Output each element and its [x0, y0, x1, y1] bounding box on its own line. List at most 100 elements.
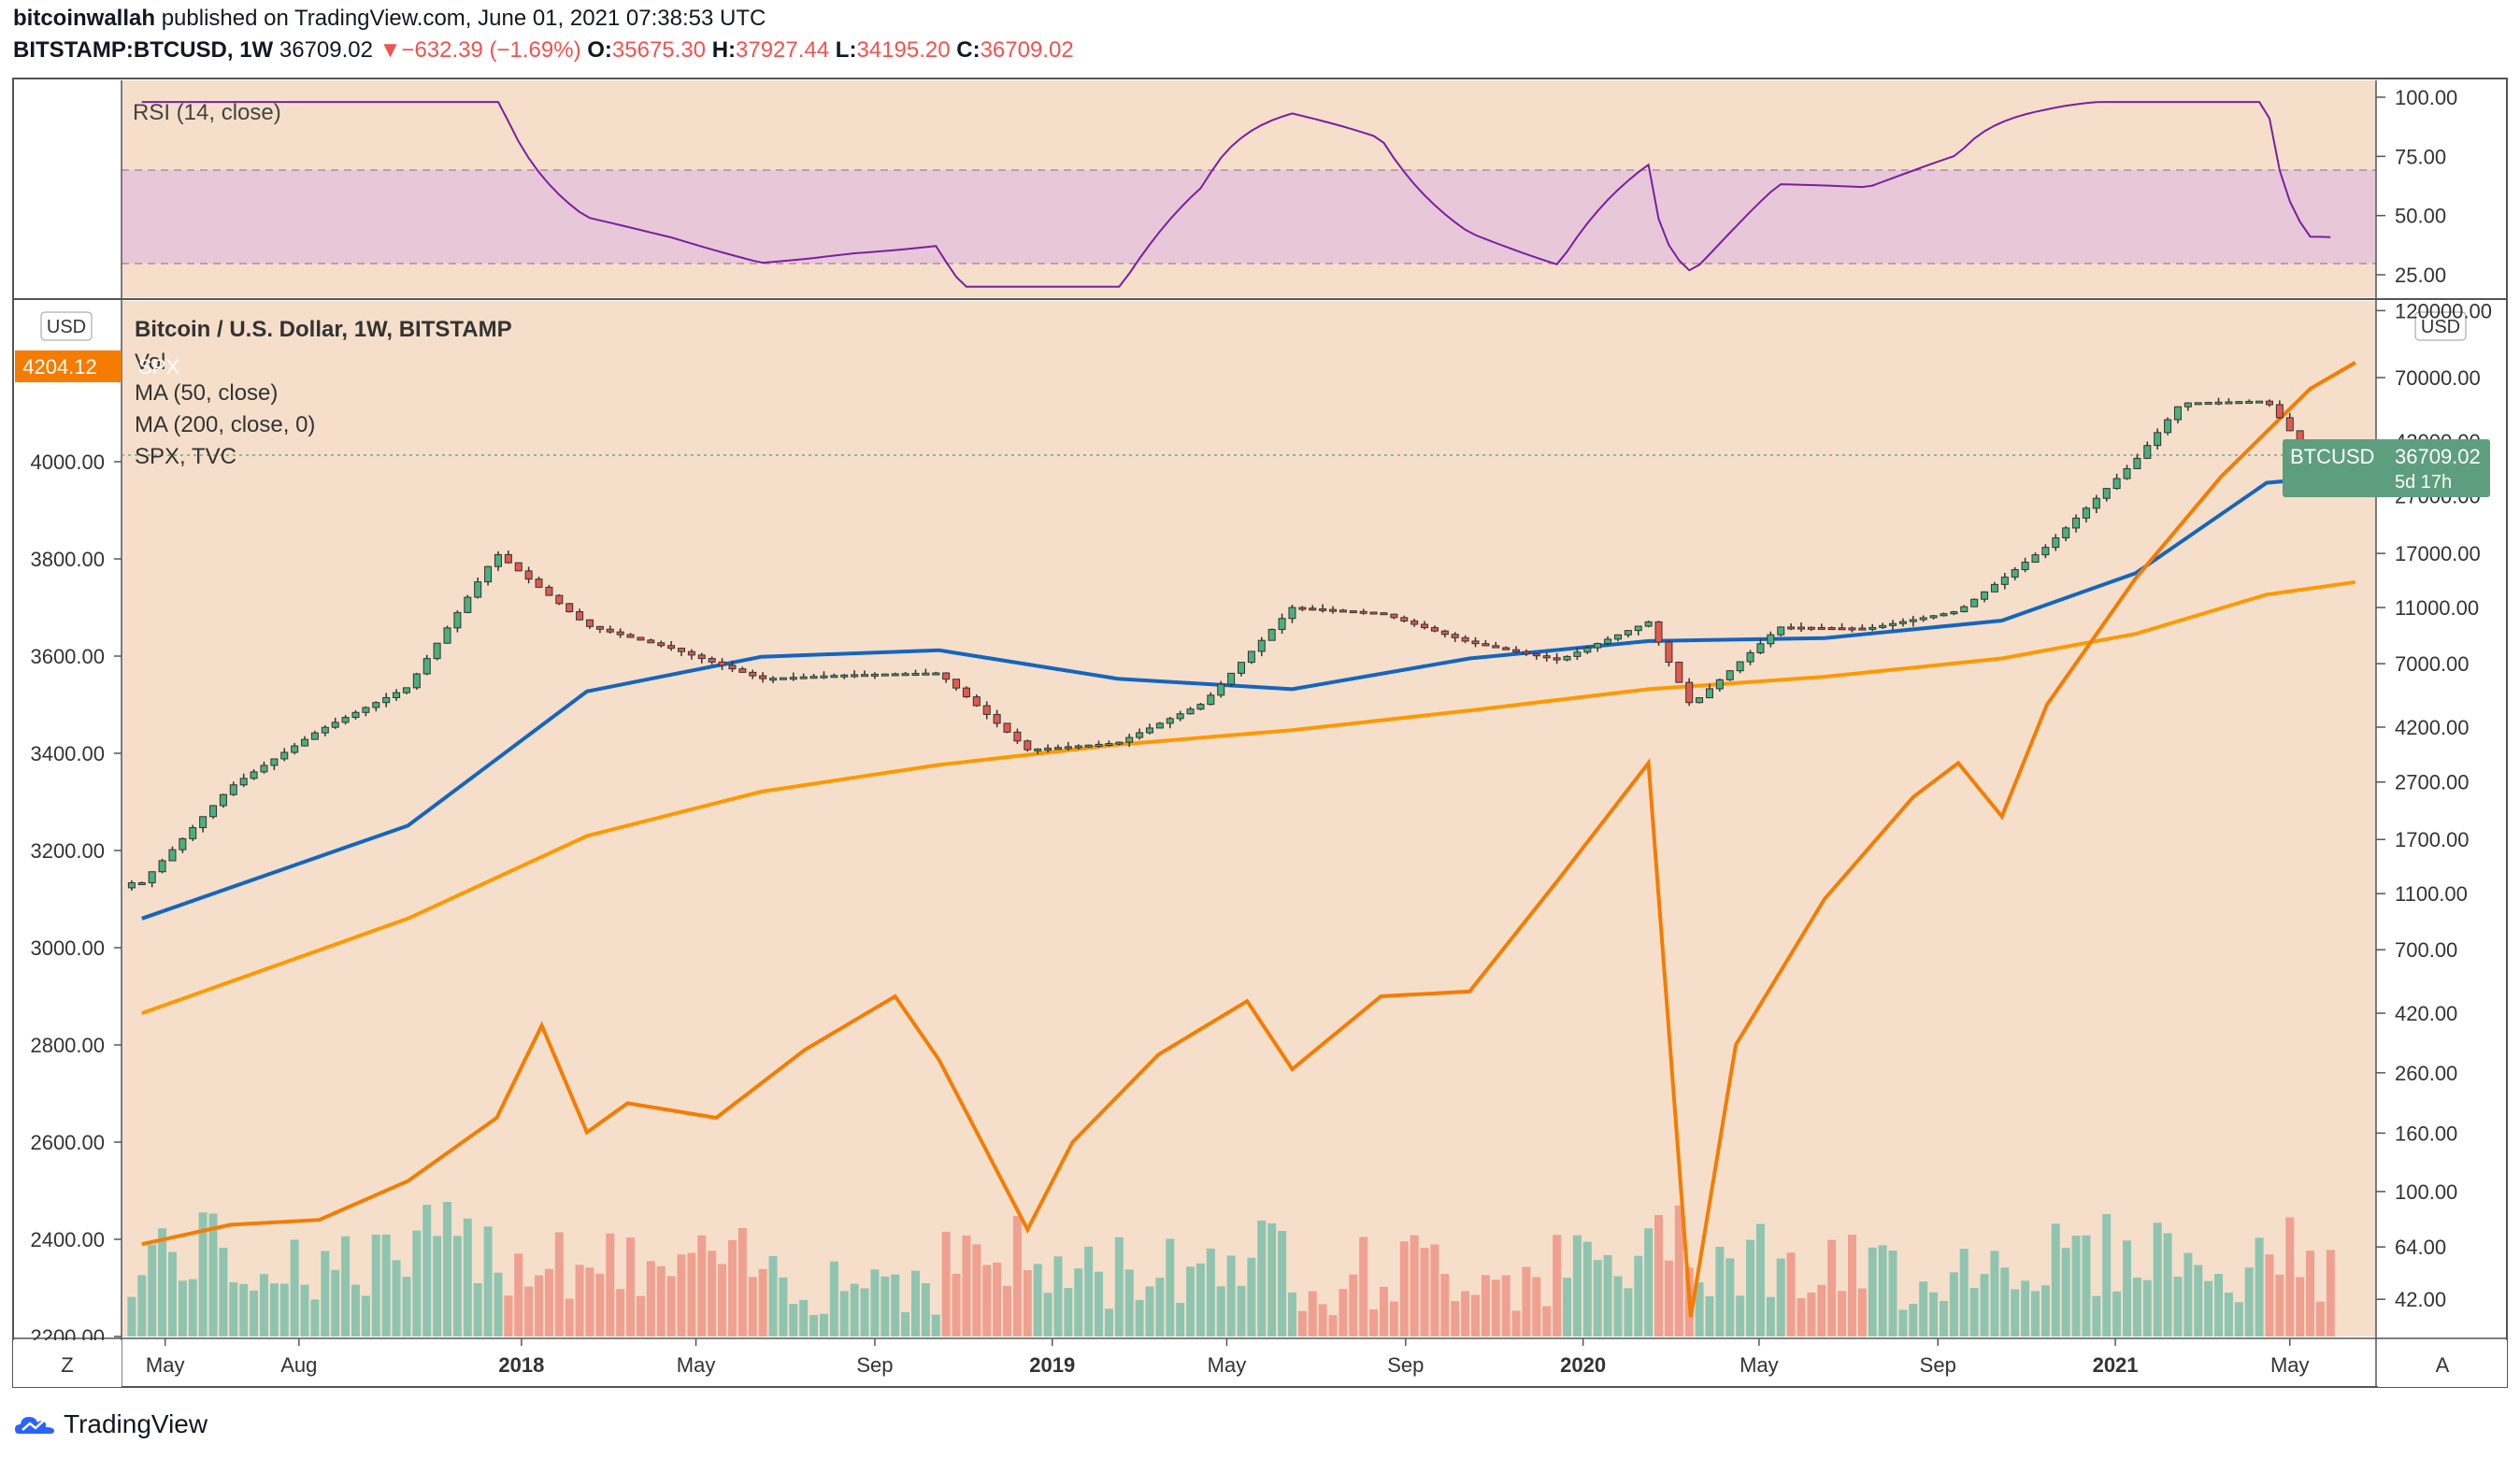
- volume-bar: [2184, 1252, 2193, 1336]
- right-tick-label: 17000.00: [2395, 542, 2481, 565]
- volume-bar: [1278, 1231, 1287, 1336]
- candle-body: [576, 611, 584, 621]
- volume-bar: [748, 1277, 757, 1336]
- candle-body: [494, 553, 502, 567]
- volume-bar: [1654, 1215, 1664, 1336]
- zoom-z-button[interactable]: [13, 1340, 122, 1387]
- volume-bar: [1603, 1254, 1612, 1336]
- volume-bar: [575, 1265, 584, 1336]
- legend-ma50: MA (50, close): [135, 380, 278, 406]
- volume-bar: [371, 1235, 380, 1336]
- down-arrow-icon: ▼: [379, 37, 402, 63]
- right-tick-label: 1700.00: [2395, 828, 2470, 851]
- volume-bar: [1613, 1276, 1623, 1336]
- volume-bar: [544, 1268, 553, 1336]
- volume-bar: [127, 1296, 136, 1336]
- volume-bar: [2000, 1267, 2010, 1336]
- time-tick-label: May: [1740, 1353, 1779, 1377]
- candle-body: [1705, 688, 1713, 699]
- volume-bar: [402, 1277, 411, 1336]
- volume-bar: [565, 1298, 574, 1336]
- candle-body: [972, 696, 981, 707]
- volume-bar: [1736, 1295, 1745, 1336]
- candle-body: [1970, 598, 1979, 608]
- symbol-name[interactable]: BITSTAMP:BTCUSD, 1W: [13, 37, 274, 63]
- volume-bar: [463, 1218, 472, 1336]
- volume-bar: [1297, 1310, 1307, 1336]
- candle-body: [219, 793, 227, 807]
- btc-tag-countdown: 5d 17h: [2395, 472, 2452, 493]
- volume-bar: [504, 1295, 513, 1336]
- time-tick-label: Sep: [1920, 1353, 1956, 1377]
- candle-body: [1217, 683, 1225, 696]
- left-tick-label: 2600.00: [30, 1131, 105, 1154]
- candle-body: [280, 751, 289, 760]
- volume-bar: [1674, 1205, 1683, 1336]
- candle-body: [1247, 650, 1255, 664]
- candle-body: [158, 860, 166, 873]
- time-tick-label: 2021: [2093, 1353, 2139, 1377]
- candle-body: [1696, 697, 1704, 704]
- volume-bar: [535, 1275, 544, 1336]
- right-currency-badge[interactable]: [2414, 311, 2467, 341]
- time-tick-label: May: [2270, 1353, 2310, 1377]
- volume-bar: [524, 1286, 534, 1336]
- right-tick-label: 70000.00: [2395, 366, 2481, 390]
- candle-body: [2031, 554, 2040, 564]
- candle-body: [1746, 651, 1754, 663]
- close-value: 36709.02: [980, 37, 1074, 63]
- volume-bar: [1451, 1301, 1460, 1336]
- volume-bar: [321, 1251, 330, 1336]
- volume-bar: [1012, 1216, 1022, 1336]
- candle-body: [595, 625, 604, 630]
- candle-body: [678, 648, 686, 652]
- volume-bar: [494, 1272, 503, 1336]
- candle-body: [250, 771, 258, 779]
- candle-body: [1176, 713, 1184, 720]
- candle-body: [1390, 613, 1398, 619]
- time-tick-label: May: [677, 1353, 716, 1377]
- volume-bar: [1501, 1275, 1511, 1336]
- volume-bar: [626, 1237, 636, 1336]
- volume-bar: [972, 1244, 981, 1336]
- volume-bar: [341, 1236, 351, 1336]
- candle-body: [626, 634, 635, 638]
- volume-bar: [2296, 1277, 2305, 1336]
- candle-body: [606, 628, 614, 633]
- tradingview-logo[interactable]: TradingView: [13, 1409, 208, 1439]
- volume-bar: [708, 1251, 717, 1336]
- volume-bar: [646, 1261, 655, 1336]
- candle-body: [1889, 622, 1897, 626]
- volume-bar: [1644, 1228, 1654, 1336]
- candle-body: [1421, 623, 1429, 629]
- volume-bar: [1033, 1264, 1042, 1336]
- btc-tag-price: 36709.02: [2395, 445, 2481, 468]
- candle-body: [851, 674, 859, 678]
- volume-bar: [1705, 1295, 1714, 1336]
- candle-body: [1929, 615, 1938, 619]
- brand-name: TradingView: [64, 1409, 208, 1438]
- left-currency: USD: [47, 317, 86, 337]
- volume-bar: [1399, 1241, 1409, 1336]
- author-name[interactable]: bitcoinwallah: [13, 6, 156, 31]
- volume-bar: [1216, 1286, 1225, 1336]
- candle-body: [1440, 630, 1449, 636]
- candle-body: [1359, 610, 1367, 614]
- candle-body: [1665, 641, 1673, 664]
- volume-bar: [1023, 1270, 1032, 1336]
- volume-bar: [687, 1252, 696, 1336]
- volume-bar: [452, 1236, 462, 1336]
- volume-bar: [1186, 1266, 1196, 1336]
- auto-scale-button[interactable]: [2378, 1340, 2507, 1387]
- candle-body: [301, 738, 309, 747]
- volume-bar: [1990, 1251, 1999, 1336]
- left-currency-badge[interactable]: [40, 311, 93, 341]
- candle-body: [932, 672, 940, 676]
- volume-bar: [1715, 1247, 1725, 1336]
- high-label: H:: [711, 37, 737, 63]
- candle-body: [2245, 400, 2254, 404]
- candle-body: [199, 816, 208, 829]
- volume-bar: [2011, 1289, 2020, 1336]
- volume-bar: [1817, 1284, 1826, 1336]
